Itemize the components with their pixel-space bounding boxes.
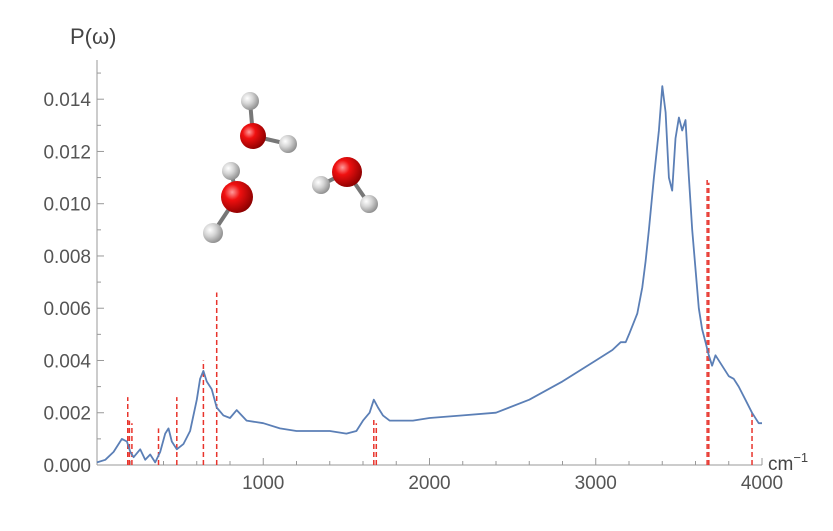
hydrogen-atom — [279, 135, 297, 153]
y-tick-label: 0.002 — [43, 404, 91, 425]
x-tick-label: 2000 — [408, 473, 450, 494]
y-tick-label: 0.006 — [43, 299, 91, 320]
hydrogen-atom — [312, 176, 330, 194]
y-tick-label: 0.008 — [43, 247, 91, 268]
x-axis-unit-exponent: −1 — [793, 450, 808, 465]
y-tick-label: 0.010 — [43, 195, 91, 216]
hydrogen-atom — [241, 92, 259, 110]
y-tick-label: 0.014 — [43, 90, 91, 111]
oxygen-atom — [221, 181, 253, 213]
y-tick-label: 0.000 — [43, 456, 91, 477]
x-tick-label: 4000 — [741, 473, 783, 494]
hydrogen-atom — [222, 162, 240, 180]
x-axis-unit: cm — [768, 454, 793, 475]
series-line — [96, 85, 762, 464]
x-tick-label: 3000 — [575, 473, 617, 494]
hydrogen-atom — [360, 195, 378, 213]
stick-spectrum — [127, 177, 753, 465]
water-molecule-right — [312, 157, 378, 213]
water-trimer-illustration — [203, 92, 378, 243]
y-axis-title: P(ω) — [70, 24, 117, 49]
oxygen-atom — [332, 157, 362, 187]
oxygen-atom — [240, 123, 266, 149]
y-tick-label: 0.012 — [43, 142, 91, 163]
y-tick-label: 0.004 — [43, 351, 91, 372]
water-molecule-left — [203, 162, 253, 243]
water-molecule-top — [240, 92, 297, 153]
axis-ticks: 1000 2000 3000 4000 0.000 0.002 0.004 0.006 0.00… — [43, 72, 783, 494]
x-tick-label: 1000 — [242, 473, 284, 494]
x-axis-title: cm−1 — [768, 450, 808, 475]
hydrogen-atom — [203, 223, 223, 243]
